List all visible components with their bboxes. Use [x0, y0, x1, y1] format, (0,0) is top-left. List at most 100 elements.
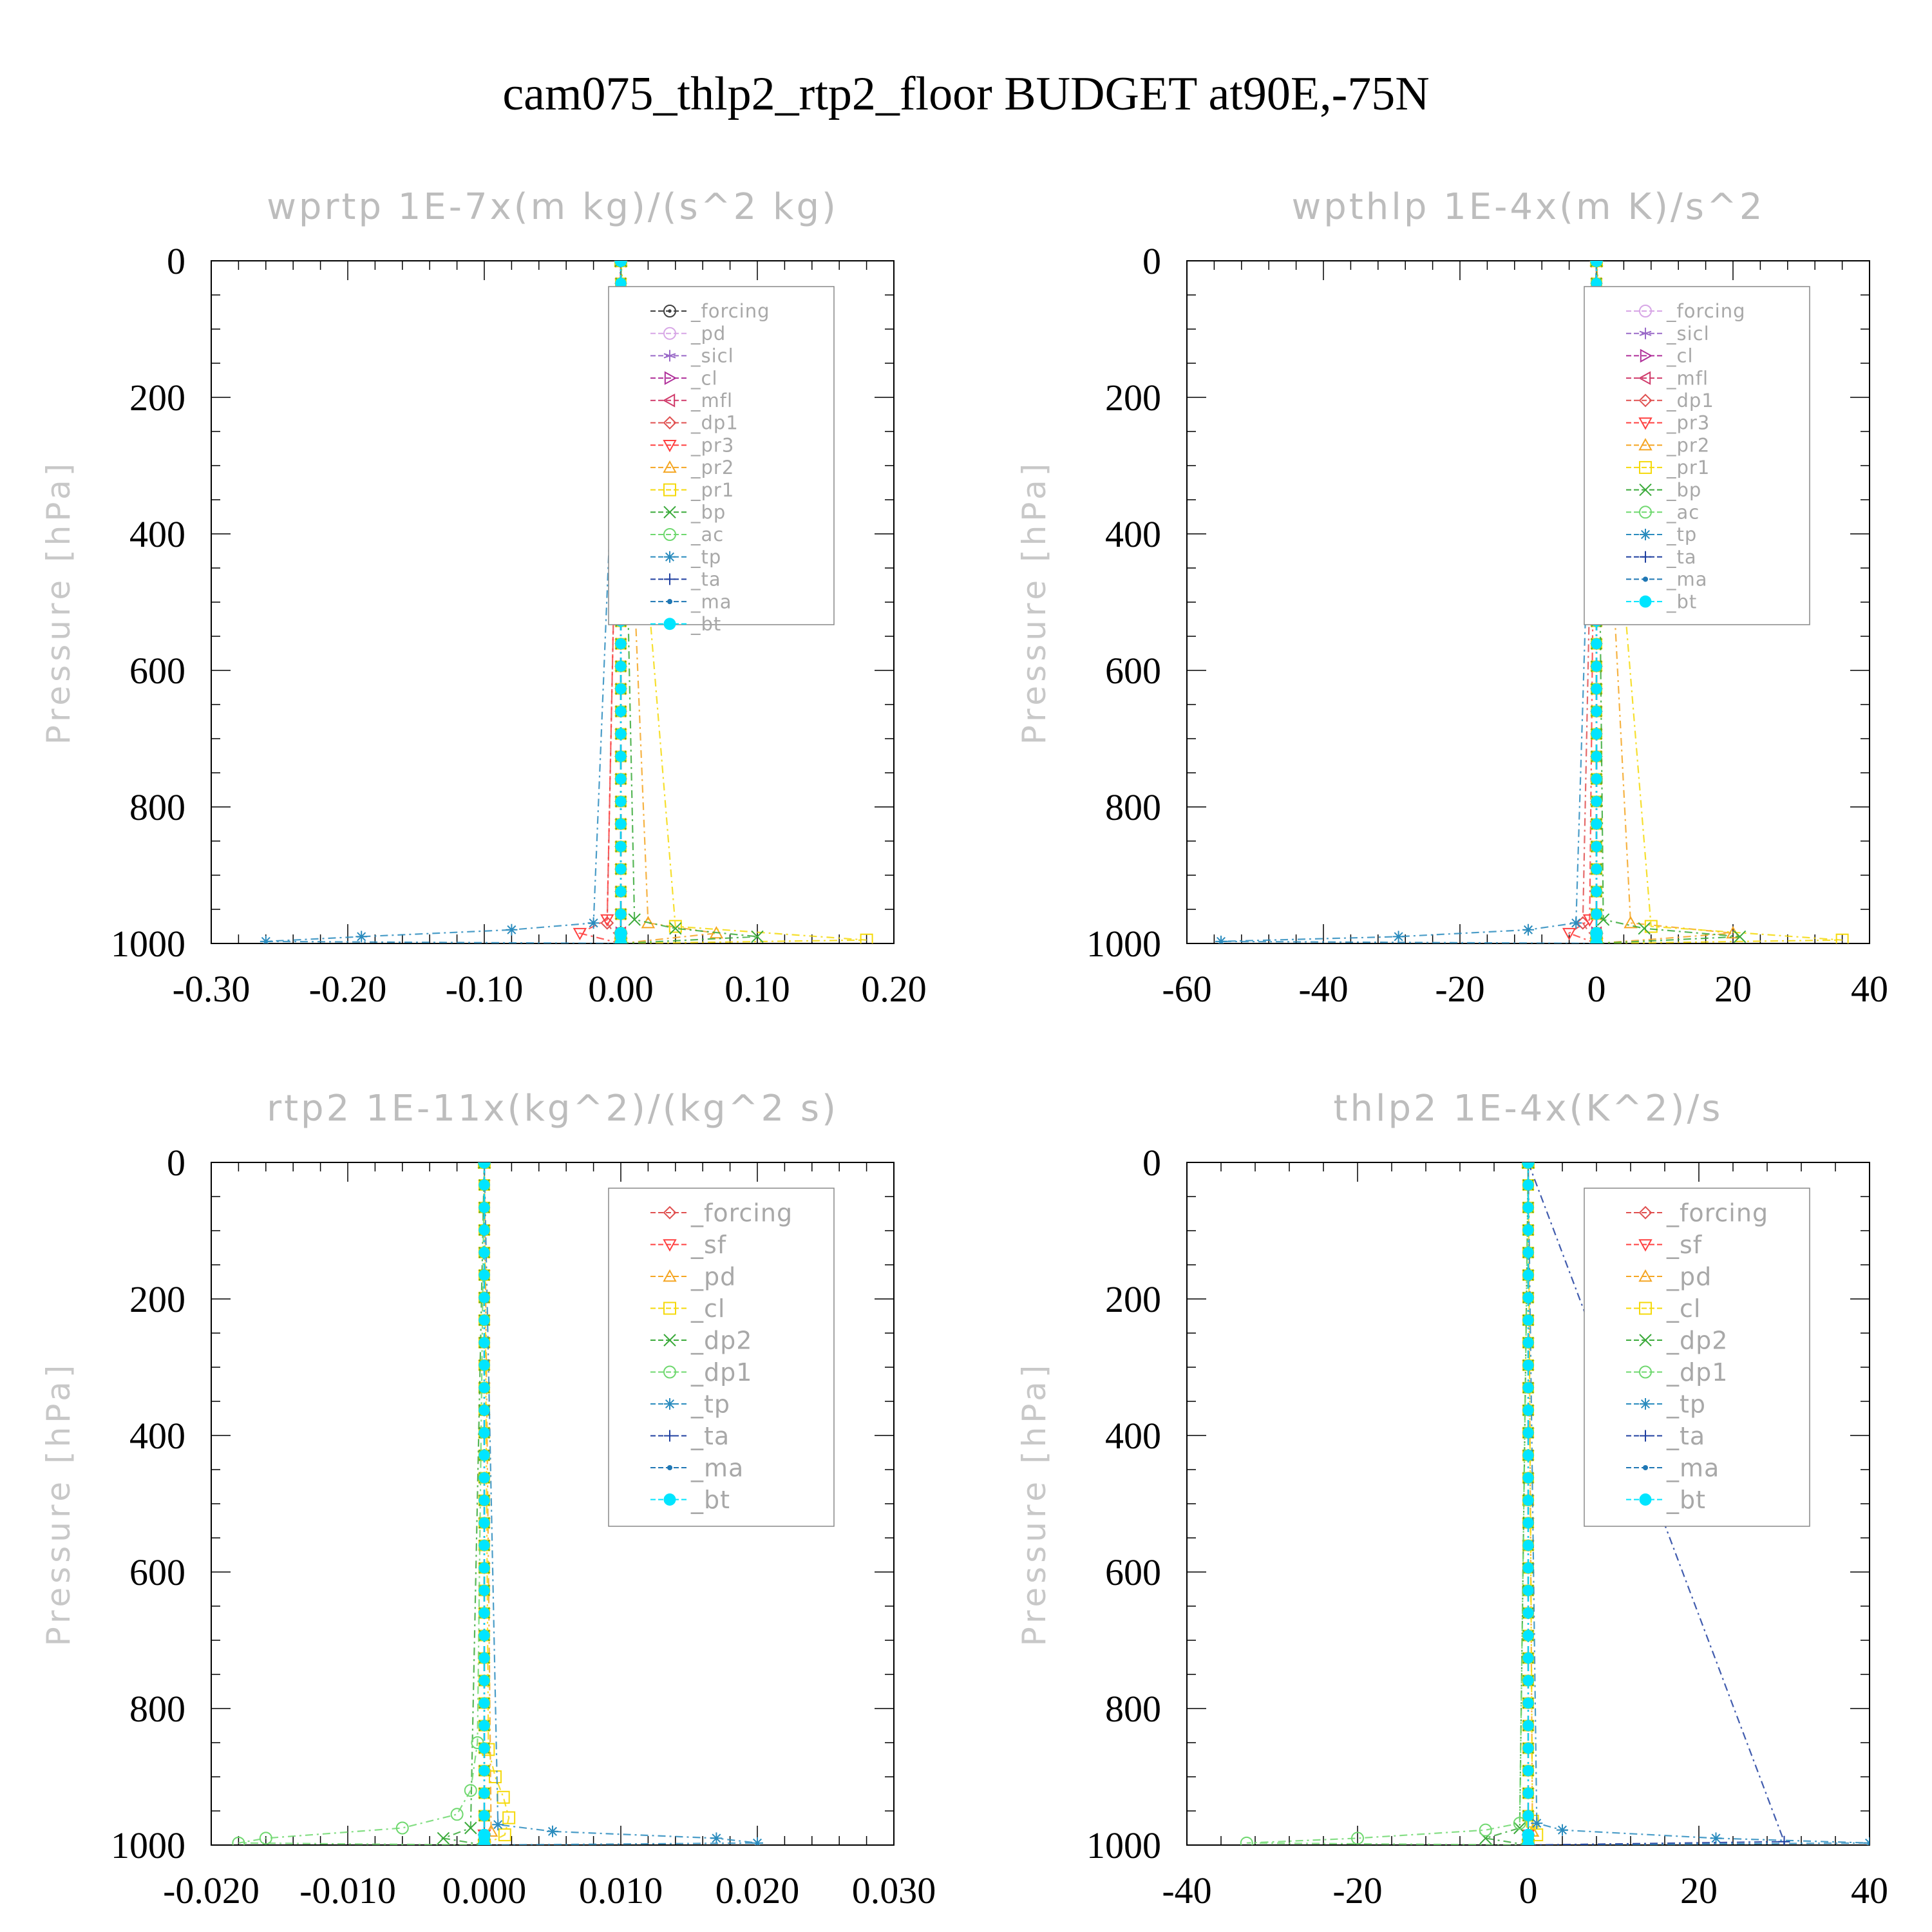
legend-box — [1584, 1188, 1810, 1527]
y-tick-label: 0 — [1142, 1142, 1161, 1184]
legend-label: _tp — [690, 1390, 730, 1418]
chart-panels: wprtp 1E-7x(m kg)/(s^2 kg) Pressure [hPa]… — [40, 186, 1888, 1911]
legend-item-pr3: _pr3 — [1626, 412, 1710, 434]
legend-marker — [663, 460, 677, 473]
data-point — [628, 913, 641, 926]
legend-label: _ma — [690, 591, 732, 612]
y-tick-label: 600 — [1105, 650, 1161, 692]
data-point — [497, 1790, 510, 1804]
legend-marker — [1639, 1493, 1652, 1506]
legend-label: _pr3 — [1666, 412, 1710, 434]
legend-label: _ac — [690, 524, 724, 545]
data-point — [1479, 1823, 1492, 1837]
x-tick-label: -0.10 — [446, 968, 524, 1010]
data-point — [1240, 1836, 1253, 1845]
data-point — [860, 933, 873, 943]
data-point — [232, 1836, 245, 1845]
y-tick-label: 400 — [1105, 1415, 1161, 1457]
data-point — [355, 931, 368, 943]
profile-point — [615, 728, 627, 739]
profile-point — [1522, 1292, 1534, 1303]
legend-item-dp2: _dp2 — [1626, 1326, 1727, 1354]
profile-point — [1591, 886, 1602, 897]
legend-label: _bp — [690, 501, 726, 523]
data-point — [1835, 933, 1849, 943]
legend-item-mfl: _mfl — [1626, 367, 1708, 389]
profile-point — [615, 796, 627, 807]
legend-marker — [662, 393, 676, 408]
legend-marker — [1640, 529, 1651, 540]
legend-label: _pr2 — [690, 457, 734, 478]
data-point — [751, 930, 764, 943]
profile-point — [1591, 819, 1602, 829]
legend-item-mfl: _mfl — [650, 390, 732, 412]
legend-item-cl: _cl — [650, 1294, 725, 1323]
x-tick-label: -20 — [1332, 1870, 1382, 1911]
data-point — [1215, 935, 1227, 943]
legend-item-pr3: _pr3 — [650, 434, 734, 456]
x-tick-label: -20 — [1435, 968, 1484, 1010]
legend-item-forcing: _forcing — [1626, 1198, 1768, 1227]
profile-point — [1522, 1743, 1534, 1754]
series-tp — [1215, 261, 1602, 943]
profile-point — [1522, 1562, 1534, 1574]
series-line — [483, 1162, 758, 1845]
legend-box — [1584, 286, 1810, 625]
legend-label: _dp1 — [1666, 1358, 1728, 1387]
profile-point — [478, 1382, 490, 1394]
series-line — [1220, 261, 1598, 943]
profile-point — [1591, 638, 1602, 650]
profile-point — [478, 1810, 490, 1821]
profile-point — [478, 1495, 490, 1506]
profile-point — [1522, 1224, 1534, 1236]
profile-point — [1591, 931, 1602, 942]
legend-marker — [663, 1334, 676, 1347]
y-tick-label: 600 — [129, 1551, 185, 1593]
y-tick-label: 200 — [129, 1278, 185, 1320]
profile-point — [1591, 909, 1602, 920]
profile-point — [1522, 1653, 1534, 1663]
profile-point — [1591, 278, 1602, 289]
profile-point — [1522, 1359, 1534, 1371]
profile-point — [1522, 1810, 1534, 1821]
legend-item-forcing: _forcing — [650, 300, 770, 322]
legend-item-cl: _cl — [650, 367, 717, 389]
profile-point — [1591, 751, 1602, 762]
data-point — [600, 916, 614, 930]
legend-item-bp: _bp — [1626, 479, 1701, 501]
profile-point — [615, 886, 627, 897]
legend-label: _dp1 — [1666, 390, 1714, 412]
x-tick-label: 40 — [1851, 1870, 1888, 1911]
x-tick-label: 0.020 — [715, 1870, 800, 1911]
data-point — [1644, 920, 1658, 933]
series-bt — [478, 1162, 491, 1845]
legend: _forcing _sf _pd _cl _dp2 _dp1 _tp _ta _ma _bt — [1584, 1188, 1810, 1527]
profile-point — [478, 1698, 490, 1709]
series-dp1 — [1240, 1162, 1535, 1845]
profile-point — [478, 1517, 490, 1529]
legend-marker — [663, 440, 677, 453]
profile-point — [1591, 796, 1602, 807]
series-line — [265, 261, 622, 943]
profile-point — [1522, 1247, 1534, 1258]
profile-point — [478, 1247, 490, 1258]
profile-point — [1522, 1382, 1534, 1394]
legend-label: _ta — [1666, 1422, 1705, 1450]
legend-label: _forcing — [690, 1198, 793, 1227]
data-point — [506, 923, 518, 936]
profile-point — [478, 1585, 490, 1596]
legend-marker — [1639, 1302, 1652, 1315]
x-tick-label: -0.30 — [173, 968, 251, 1010]
legend: _forcing_pd_sicl_cl_mfl_dp1_pr3_pr2_pr1_… — [608, 286, 835, 635]
data-point — [259, 1832, 272, 1845]
legend-marker — [1638, 1269, 1653, 1282]
figure-title: cam075_thlp2_rtp2_floor BUDGET at90E,-75… — [502, 68, 1429, 120]
legend-marker — [1640, 1398, 1651, 1410]
legend-label: _cl — [690, 1294, 725, 1323]
profile-point — [1522, 1630, 1534, 1641]
y-axis-label: Pressure [hPa] — [40, 1361, 77, 1647]
profile-point — [478, 1427, 490, 1439]
profile-point — [478, 1269, 490, 1281]
data-point — [1513, 1817, 1526, 1830]
